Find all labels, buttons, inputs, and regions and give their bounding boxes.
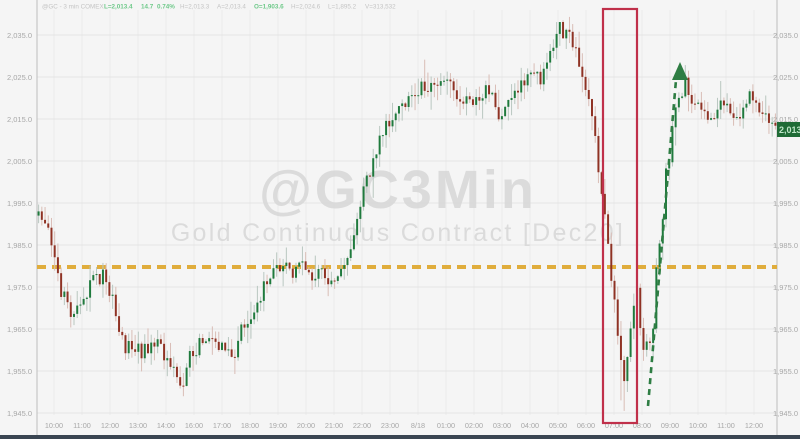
- svg-text:@GC - 3 min COMEX: @GC - 3 min COMEX: [42, 4, 104, 11]
- svg-text:06:00: 06:00: [577, 421, 595, 430]
- svg-text:18:00: 18:00: [241, 421, 259, 430]
- svg-text:17:00: 17:00: [213, 421, 231, 430]
- svg-text:2,015.0: 2,015.0: [7, 115, 32, 124]
- svg-text:11:00: 11:00: [73, 421, 91, 430]
- svg-text:03:00: 03:00: [493, 421, 511, 430]
- svg-text:11:00: 11:00: [717, 421, 735, 430]
- svg-text:A=2,013.4: A=2,013.4: [217, 4, 246, 11]
- svg-text:02:00: 02:00: [465, 421, 483, 430]
- svg-text:19:00: 19:00: [269, 421, 287, 430]
- svg-text:1,995.0: 1,995.0: [7, 199, 32, 208]
- svg-text:10:00: 10:00: [689, 421, 707, 430]
- svg-text:2,035.0: 2,035.0: [7, 31, 32, 40]
- svg-text:1,995.0: 1,995.0: [773, 199, 798, 208]
- svg-text:1,945.0: 1,945.0: [7, 409, 32, 418]
- svg-text:12:00: 12:00: [745, 421, 763, 430]
- svg-text:09:00: 09:00: [661, 421, 679, 430]
- svg-text:0.74%: 0.74%: [157, 4, 175, 11]
- svg-text:V=313,532: V=313,532: [365, 4, 396, 11]
- svg-text:23:00: 23:00: [381, 421, 399, 430]
- svg-text:@GC3Min: @GC3Min: [259, 160, 537, 220]
- svg-text:8/18: 8/18: [411, 421, 425, 430]
- svg-text:2,035.0: 2,035.0: [773, 31, 798, 40]
- svg-text:05:00: 05:00: [549, 421, 567, 430]
- svg-text:16:00: 16:00: [185, 421, 203, 430]
- svg-text:2,013.4: 2,013.4: [779, 125, 800, 135]
- svg-text:2,005.0: 2,005.0: [773, 157, 798, 166]
- svg-text:21:00: 21:00: [325, 421, 343, 430]
- svg-text:01:00: 01:00: [437, 421, 455, 430]
- svg-text:04:00: 04:00: [521, 421, 539, 430]
- svg-text:2,025.0: 2,025.0: [7, 73, 32, 82]
- svg-text:1,975.0: 1,975.0: [7, 283, 32, 292]
- svg-text:1,975.0: 1,975.0: [773, 283, 798, 292]
- svg-text:1,955.0: 1,955.0: [773, 367, 798, 376]
- svg-text:12:00: 12:00: [101, 421, 119, 430]
- svg-text:14.7: 14.7: [141, 4, 154, 11]
- svg-text:H=2,024.6: H=2,024.6: [291, 4, 321, 11]
- svg-text:22:00: 22:00: [353, 421, 371, 430]
- svg-text:1,955.0: 1,955.0: [7, 367, 32, 376]
- svg-text:1,985.0: 1,985.0: [7, 241, 32, 250]
- svg-text:1,965.0: 1,965.0: [773, 325, 798, 334]
- svg-text:Gold Continuous Contract [Dec2: Gold Continuous Contract [Dec20]: [171, 219, 625, 247]
- svg-text:1,985.0: 1,985.0: [773, 241, 798, 250]
- svg-text:1,945.0: 1,945.0: [773, 409, 798, 418]
- svg-text:10:00: 10:00: [45, 421, 63, 430]
- svg-text:L=1,895.2: L=1,895.2: [328, 4, 357, 11]
- svg-text:L=2,013.4: L=2,013.4: [104, 4, 133, 11]
- svg-text:1,965.0: 1,965.0: [7, 325, 32, 334]
- svg-text:O=1,903.6: O=1,903.6: [254, 4, 284, 11]
- svg-text:14:00: 14:00: [157, 421, 175, 430]
- svg-text:13:00: 13:00: [129, 421, 147, 430]
- svg-text:H=2,013.3: H=2,013.3: [180, 4, 210, 11]
- svg-text:20:00: 20:00: [297, 421, 315, 430]
- svg-text:2,005.0: 2,005.0: [7, 157, 32, 166]
- svg-text:2,025.0: 2,025.0: [773, 73, 798, 82]
